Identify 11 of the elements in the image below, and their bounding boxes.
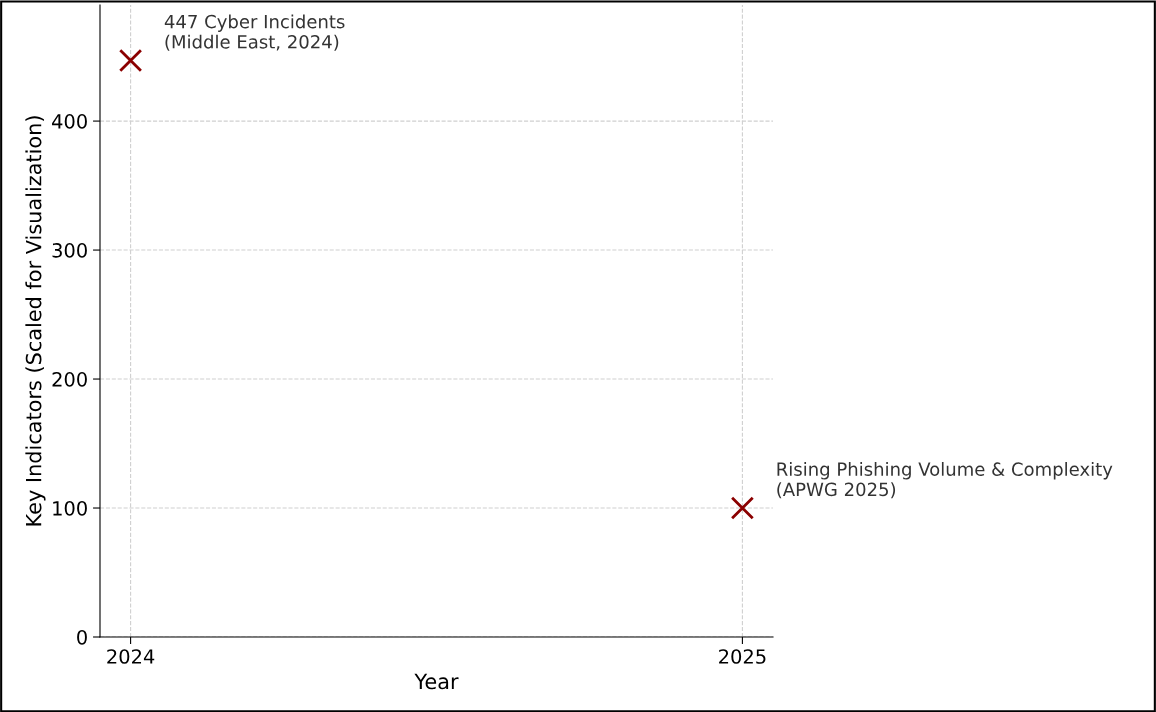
y-tick-label: 200 — [52, 372, 87, 387]
x-tick-label: 2025 — [719, 649, 766, 664]
x-axis-title: Year — [414, 673, 459, 690]
y-tick-label: 400 — [52, 114, 87, 129]
y-axis-title: Key Indicators (Scaled for Visualization) — [25, 116, 46, 526]
annotation: 447 Cyber Incidents (Middle East, 2024) — [164, 14, 345, 51]
annotation: Rising Phishing Volume & Complexity (APWG 2025) — [777, 461, 1113, 499]
x-tick-label: 2024 — [107, 649, 155, 664]
y-tick-label: 300 — [52, 243, 87, 258]
y-tick-label: 100 — [53, 500, 87, 516]
y-tick-label: 0 — [77, 629, 87, 645]
